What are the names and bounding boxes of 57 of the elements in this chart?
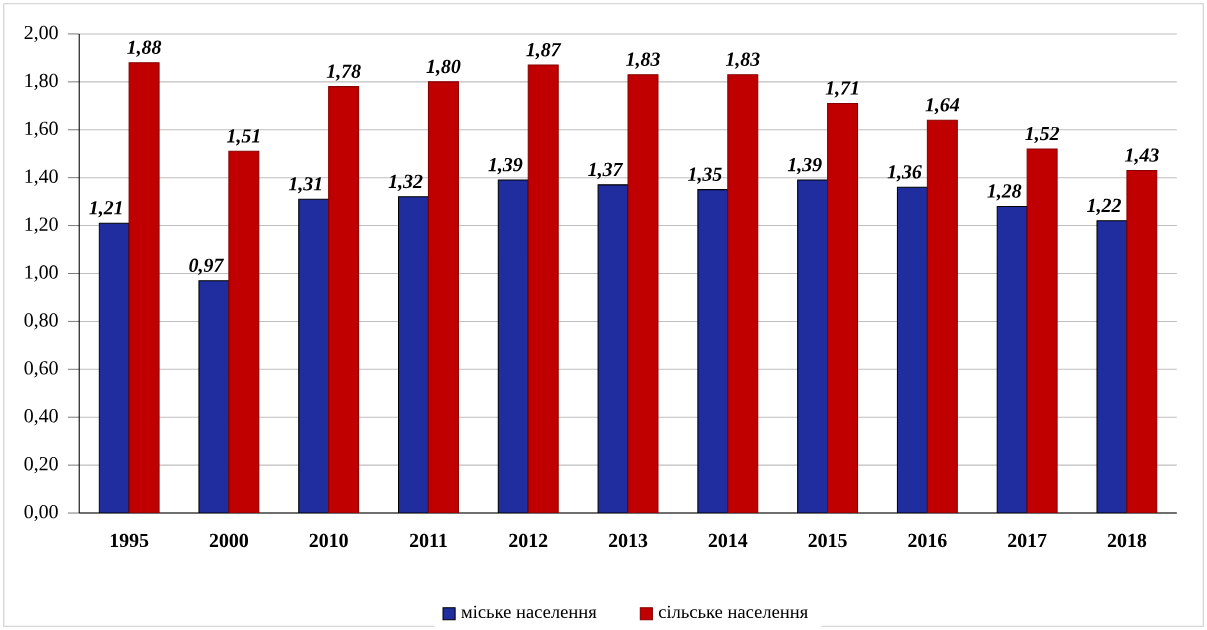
- bar: [1126, 169, 1158, 514]
- data-label: 1,83: [626, 52, 660, 69]
- bar: [827, 102, 859, 514]
- bar: [627, 74, 659, 514]
- data-label: 1,78: [326, 64, 361, 81]
- data-label: 1,39: [787, 158, 822, 175]
- data-label: 1,87: [526, 42, 562, 60]
- y-tick-label: 0,00: [24, 504, 58, 522]
- data-label: 1,36: [887, 165, 922, 182]
- data-label: 1,80: [426, 59, 461, 77]
- legend-label: міське населення: [461, 605, 597, 619]
- y-tick-label: 0,20: [24, 457, 58, 474]
- x-tick-label: 2014: [708, 533, 748, 548]
- data-label: 1,39: [488, 158, 523, 175]
- bar: [328, 86, 360, 514]
- x-tick-label: 2016: [908, 533, 947, 548]
- bar: [926, 119, 958, 514]
- data-label: 1,28: [987, 184, 1022, 201]
- data-label: 0,97: [189, 258, 225, 275]
- y-tick-label: 1,80: [25, 73, 58, 91]
- data-label: 1,21: [89, 201, 122, 218]
- data-label: 1,31: [288, 177, 322, 194]
- bar: [427, 81, 459, 514]
- data-label: 1,43: [1124, 148, 1159, 165]
- data-label: 1,71: [825, 81, 858, 98]
- bar: [128, 62, 160, 514]
- y-tick-label: 0,40: [24, 409, 58, 426]
- data-label: 1,52: [1025, 126, 1060, 144]
- x-tick-label: 2017: [1008, 533, 1047, 548]
- data-label: 1,64: [925, 98, 960, 115]
- y-tick-label: 1,60: [25, 121, 58, 138]
- y-tick-label: 0,60: [24, 361, 58, 378]
- x-tick-label: 2015: [808, 533, 847, 548]
- data-label: 1,32: [388, 174, 423, 192]
- data-label: 1,22: [1087, 198, 1121, 215]
- data-label: 1,37: [588, 162, 624, 180]
- x-tick-label: 2013: [608, 533, 648, 548]
- bar: [1026, 148, 1058, 514]
- bar: [527, 64, 559, 514]
- y-tick-label: 1,00: [25, 265, 58, 282]
- data-label: 1,88: [127, 40, 162, 57]
- x-tick-label: 2000: [209, 533, 249, 548]
- y-tick-label: 2,00: [24, 25, 58, 43]
- y-tick-label: 1,40: [25, 169, 58, 186]
- y-tick-label: 0,80: [24, 313, 58, 330]
- data-label: 1,51: [226, 129, 260, 146]
- x-tick-label: 2011: [409, 533, 447, 548]
- bar: [228, 150, 260, 514]
- x-tick-label: 2010: [309, 533, 348, 548]
- x-tick-label: 2012: [509, 533, 548, 548]
- data-label: 1,83: [725, 52, 760, 69]
- x-tick-label: 1995: [110, 533, 149, 548]
- y-tick-label: 1,20: [25, 217, 58, 234]
- bar: [727, 74, 759, 514]
- data-label: 1,35: [687, 167, 722, 184]
- legend-label: сільське населення: [658, 605, 808, 619]
- x-tick-label: 2018: [1107, 533, 1147, 548]
